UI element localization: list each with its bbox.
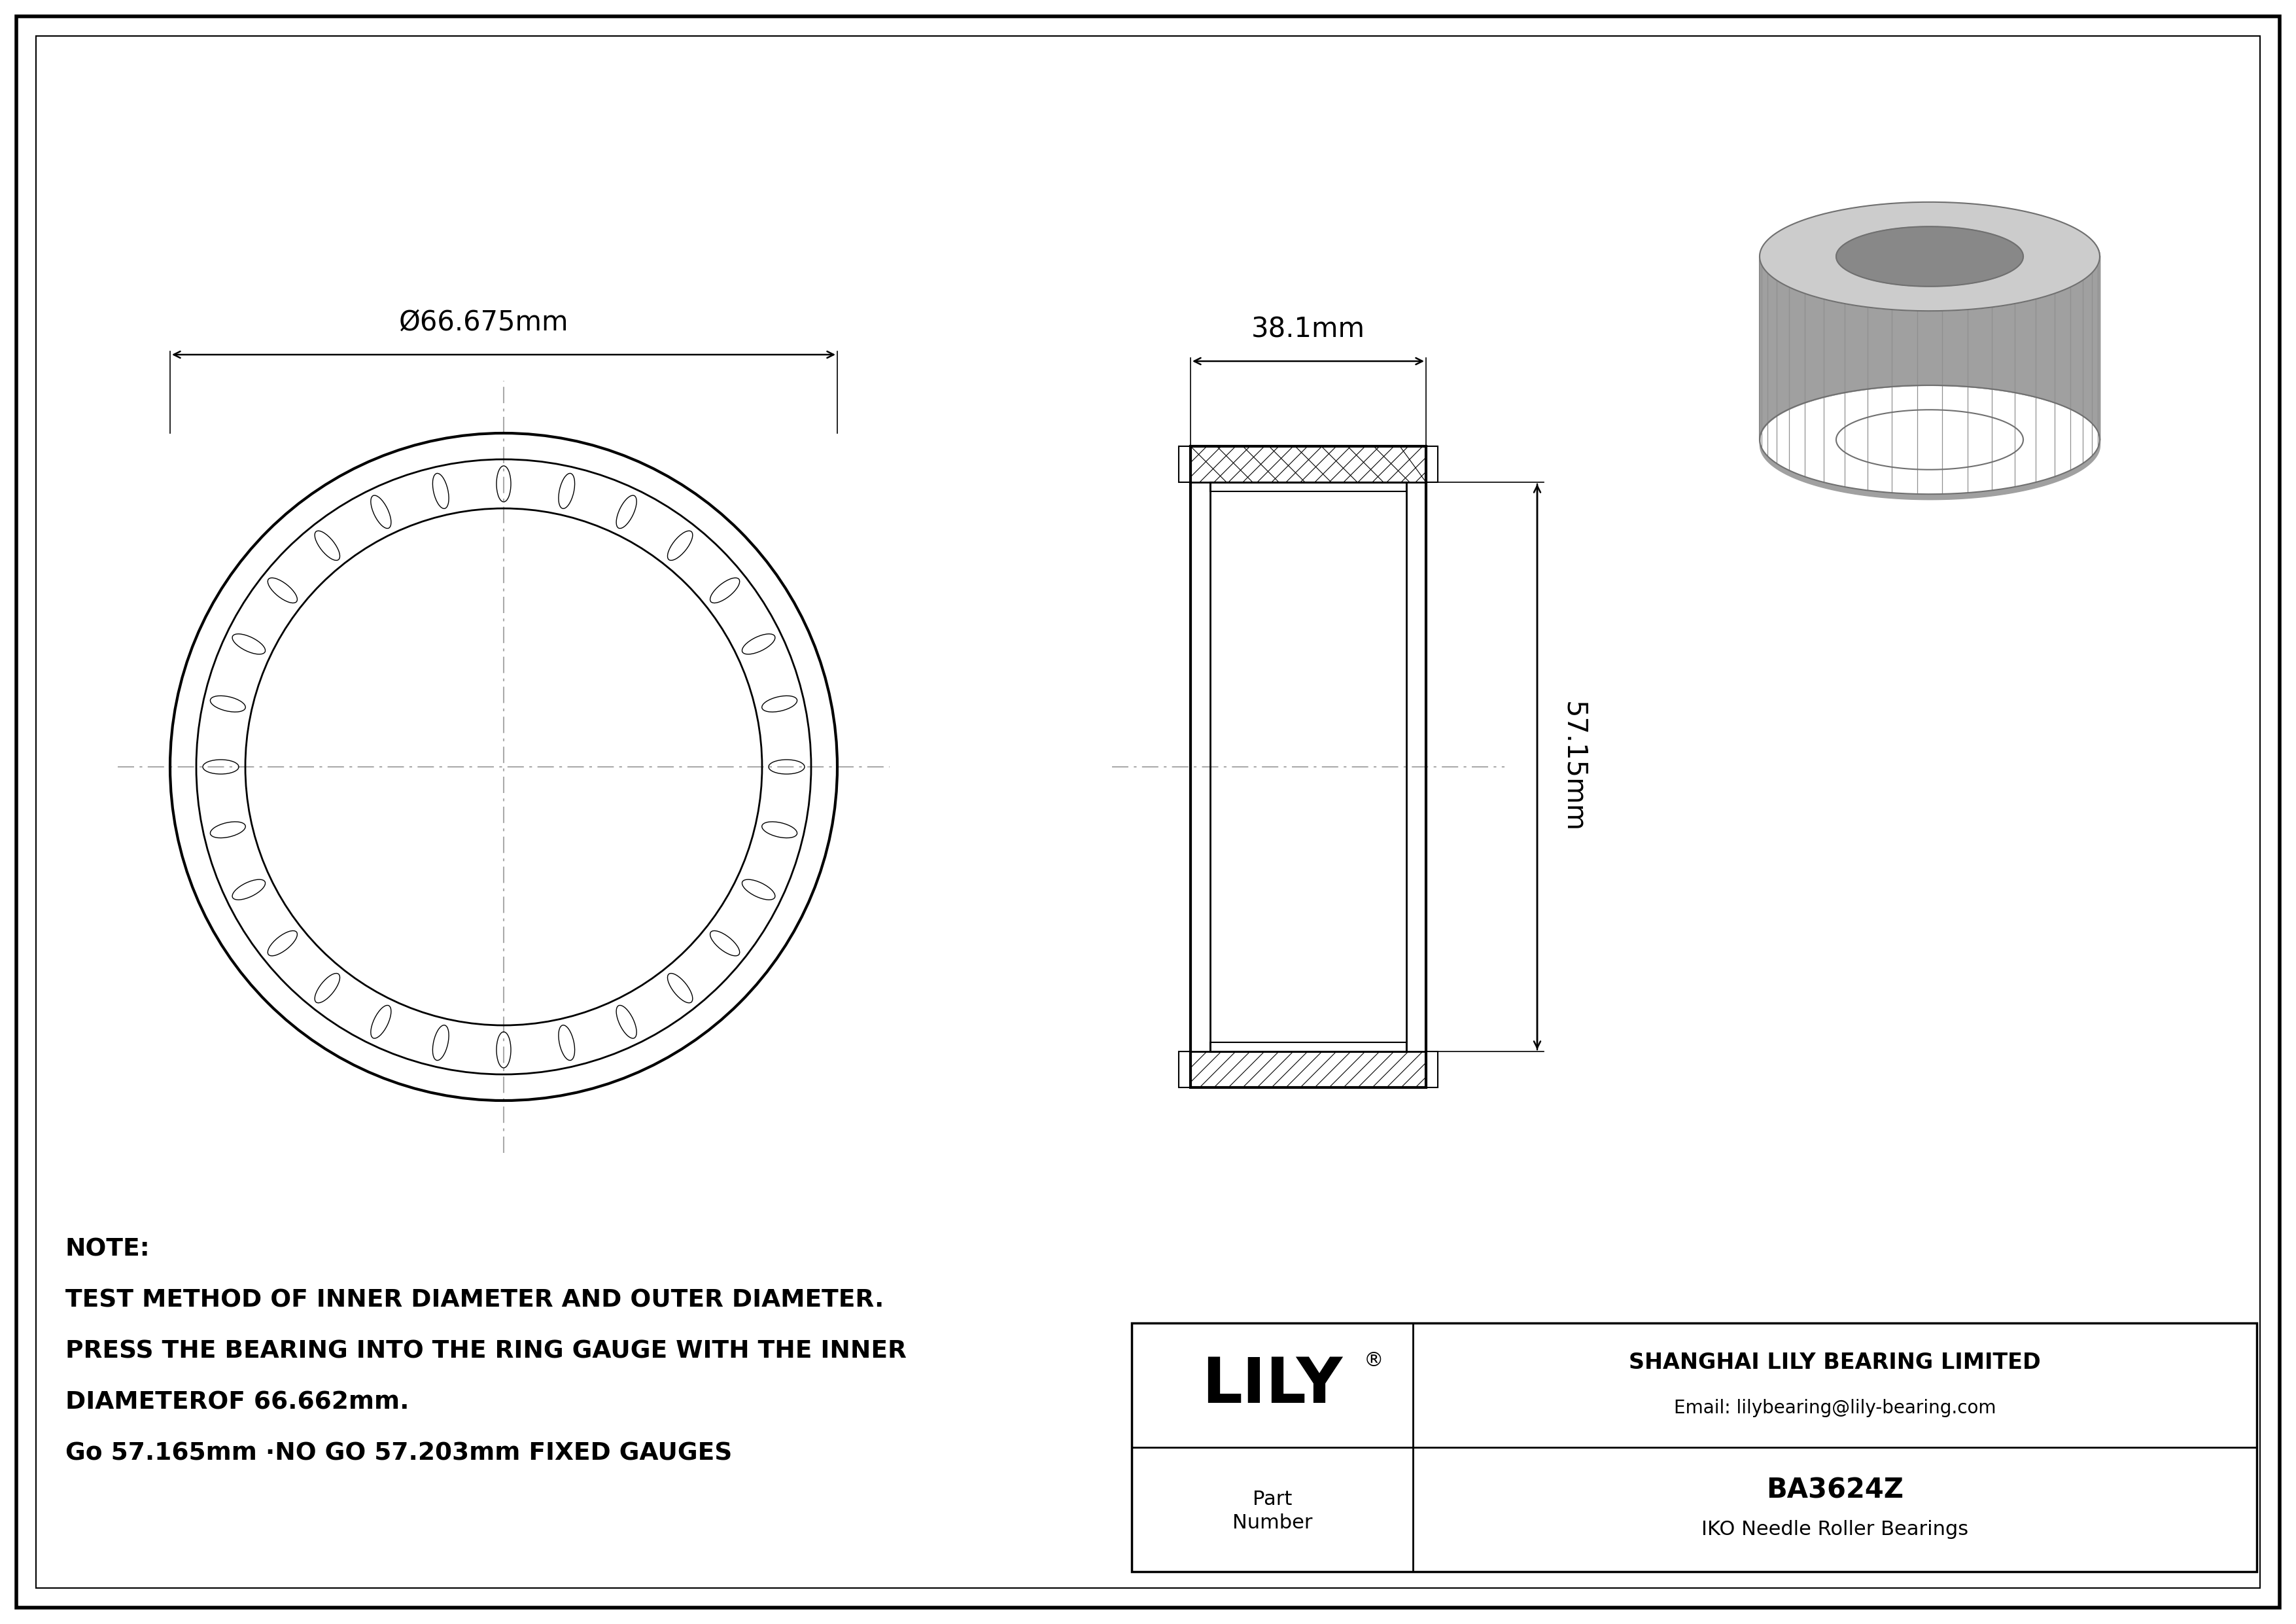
Bar xyxy=(1210,1043,1407,1051)
Bar xyxy=(1426,1051,1437,1088)
Text: PRESS THE BEARING INTO THE RING GAUGE WITH THE INNER: PRESS THE BEARING INTO THE RING GAUGE WI… xyxy=(64,1340,907,1364)
Text: 38.1mm: 38.1mm xyxy=(1251,315,1366,343)
Text: Ø66.675mm: Ø66.675mm xyxy=(400,309,569,336)
Text: Email: lilybearing@lily-bearing.com: Email: lilybearing@lily-bearing.com xyxy=(1674,1398,1995,1418)
Bar xyxy=(1210,482,1407,492)
Text: IKO Needle Roller Bearings: IKO Needle Roller Bearings xyxy=(1701,1520,1968,1538)
Text: SHANGHAI LILY BEARING LIMITED: SHANGHAI LILY BEARING LIMITED xyxy=(1628,1351,2041,1372)
Bar xyxy=(1178,447,1192,482)
Polygon shape xyxy=(1759,201,2101,310)
Bar xyxy=(1426,447,1437,482)
Bar xyxy=(1178,1051,1192,1088)
Bar xyxy=(1210,482,1407,1051)
Polygon shape xyxy=(1837,227,2023,286)
Text: BA3624Z: BA3624Z xyxy=(1766,1476,1903,1504)
Text: TEST METHOD OF INNER DIAMETER AND OUTER DIAMETER.: TEST METHOD OF INNER DIAMETER AND OUTER … xyxy=(64,1289,884,1312)
Text: 57.15mm: 57.15mm xyxy=(1559,702,1587,833)
Text: DIAMETEROF 66.662mm.: DIAMETEROF 66.662mm. xyxy=(64,1392,409,1415)
Text: LILY: LILY xyxy=(1201,1354,1343,1416)
Text: Go 57.165mm ·NO GO 57.203mm FIXED GAUGES: Go 57.165mm ·NO GO 57.203mm FIXED GAUGES xyxy=(64,1442,732,1465)
Bar xyxy=(1132,1324,2257,1572)
Bar xyxy=(1192,447,1426,1088)
Text: Part: Part xyxy=(1254,1491,1293,1509)
Text: NOTE:: NOTE: xyxy=(64,1237,149,1262)
Text: Number: Number xyxy=(1233,1514,1313,1531)
Text: ®: ® xyxy=(1364,1351,1384,1369)
